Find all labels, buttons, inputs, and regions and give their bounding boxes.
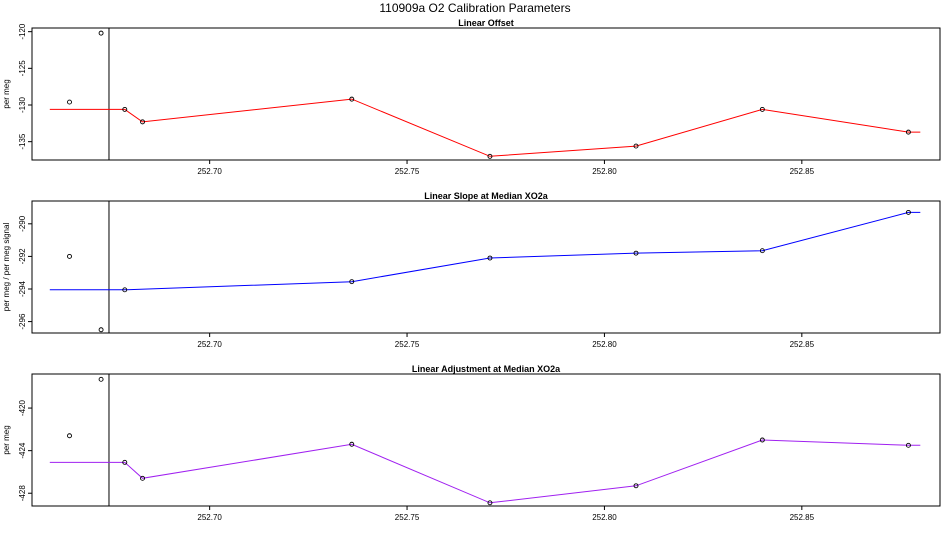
x-tick-label: 252.85 bbox=[790, 513, 815, 522]
data-point bbox=[349, 279, 355, 285]
outside-point bbox=[67, 433, 72, 439]
data-point bbox=[122, 459, 128, 465]
x-tick-label: 252.75 bbox=[395, 167, 420, 176]
plot-frame bbox=[31, 200, 941, 334]
data-point bbox=[487, 255, 493, 261]
x-tick-label: 252.80 bbox=[592, 340, 617, 349]
x-tick-label: 252.85 bbox=[790, 167, 815, 176]
series-line bbox=[49, 211, 921, 291]
x-tick-label: 252.80 bbox=[592, 513, 617, 522]
panel-linear-offset: Linear Offset per meg -120 -125 -130 -135 252.… bbox=[2, 18, 941, 176]
data-point bbox=[140, 119, 145, 125]
data-point bbox=[487, 500, 493, 506]
series-line bbox=[49, 439, 921, 504]
figure-title: 110909a O2 Calibration Parameters bbox=[379, 1, 570, 15]
y-tick-label: -290 bbox=[18, 215, 27, 232]
panel-title: Linear Adjustment at Median XO2a bbox=[412, 364, 561, 374]
data-point bbox=[633, 250, 639, 256]
y-tick-label: -294 bbox=[18, 280, 27, 297]
outside-point bbox=[67, 253, 72, 259]
y-axis-label: per meg bbox=[2, 425, 11, 454]
data-point bbox=[905, 129, 911, 135]
data-point bbox=[349, 96, 355, 102]
data-point bbox=[349, 441, 355, 447]
y-tick-label: -420 bbox=[18, 400, 27, 417]
data-point bbox=[487, 153, 493, 159]
data-point bbox=[759, 248, 765, 254]
data-point bbox=[140, 475, 145, 481]
outside-point bbox=[98, 327, 104, 333]
data-point bbox=[633, 483, 639, 489]
outside-point bbox=[98, 30, 104, 36]
x-tick-label: 252.80 bbox=[592, 167, 617, 176]
x-tick-label: 252.75 bbox=[395, 513, 420, 522]
panel-linear-slope: Linear Slope at Median XO2a per meg / per… bbox=[2, 191, 941, 349]
series-line bbox=[49, 98, 921, 157]
y-tick-label: -292 bbox=[18, 248, 27, 265]
y-axis-label: per meg bbox=[2, 79, 11, 108]
panel-title: Linear Slope at Median XO2a bbox=[424, 191, 549, 201]
x-tick-label: 252.70 bbox=[197, 340, 222, 349]
x-tick-label: 252.70 bbox=[197, 513, 222, 522]
y-tick-label: -135 bbox=[18, 133, 27, 150]
x-tick-label: 252.70 bbox=[197, 167, 222, 176]
y-tick-label: -428 bbox=[18, 485, 27, 502]
x-tick-label: 252.75 bbox=[395, 340, 420, 349]
data-point bbox=[122, 106, 128, 112]
y-tick-label: -296 bbox=[18, 313, 27, 330]
plot-frame bbox=[31, 373, 941, 507]
plot-frame bbox=[31, 27, 941, 161]
data-point bbox=[633, 143, 639, 149]
outside-point bbox=[67, 99, 72, 105]
y-tick-label: -125 bbox=[18, 60, 27, 77]
data-point bbox=[759, 106, 765, 112]
data-point bbox=[905, 442, 911, 448]
y-tick-label: -130 bbox=[18, 96, 27, 113]
y-tick-label: -424 bbox=[18, 442, 27, 459]
data-point bbox=[122, 287, 128, 293]
y-tick-label: -120 bbox=[18, 23, 27, 40]
y-axis-label: per meg / per meg signal bbox=[2, 223, 11, 312]
data-point bbox=[759, 437, 765, 443]
panel-title: Linear Offset bbox=[458, 18, 514, 28]
x-tick-label: 252.85 bbox=[790, 340, 815, 349]
outside-point bbox=[98, 376, 104, 382]
data-point bbox=[905, 209, 911, 215]
